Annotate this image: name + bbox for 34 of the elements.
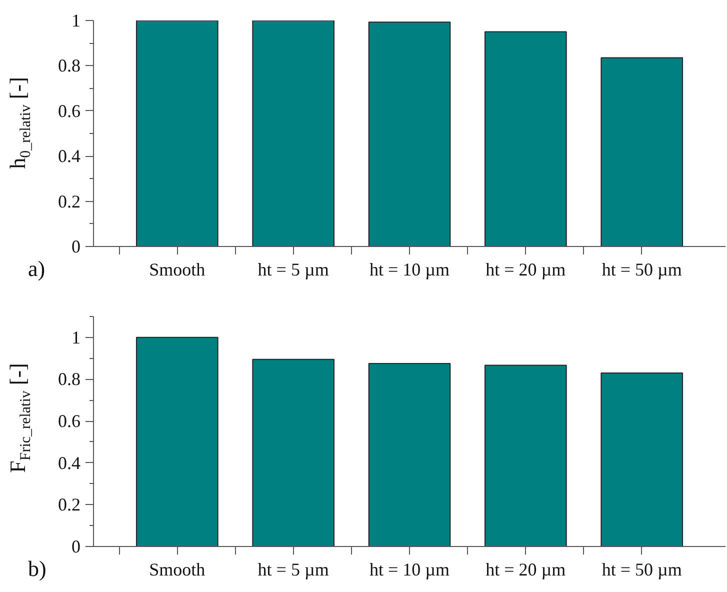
bar [368, 363, 451, 546]
text: b) [28, 556, 46, 581]
y-tick-label: 0.8 [58, 369, 80, 390]
y-tick-label: 0 [72, 536, 80, 556]
y-tick-label: 0.4 [58, 452, 80, 473]
bar [484, 31, 567, 246]
x-tick-label: ht = 10 µm [369, 260, 450, 280]
y-tick-label: 0.2 [58, 494, 80, 515]
x-tick-label: ht = 50 µm [602, 560, 682, 580]
bar [252, 358, 334, 546]
x-tick-label: ht = 10 µm [369, 560, 450, 580]
y-tick-label: 0.2 [58, 191, 80, 212]
x-tick-label: Smooth [149, 560, 206, 580]
y-tick-label: 0.6 [58, 411, 80, 432]
y-tick-label: 1 [72, 327, 80, 348]
y-tick-label: 0.4 [58, 146, 80, 166]
x-tick-label: ht = 20 µm [486, 560, 566, 580]
x-tick-label: ht = 20 µm [486, 260, 566, 280]
y-tick-label: 0 [72, 236, 80, 256]
bar [368, 22, 451, 246]
x-tick-label: ht = 5 µm [258, 260, 329, 280]
bar [252, 20, 334, 246]
y-tick-label: 0.8 [58, 56, 80, 76]
bar [600, 372, 684, 546]
bar [136, 20, 218, 246]
x-tick-label: ht = 50 µm [602, 260, 682, 280]
y-tick-label: 0.6 [58, 100, 80, 121]
bar [136, 336, 218, 546]
text: a) [28, 256, 46, 281]
bar [484, 364, 567, 546]
y-tick-label: 1 [72, 10, 80, 30]
x-tick-label: ht = 5 µm [258, 560, 329, 580]
x-tick-label: Smooth [149, 260, 206, 280]
bar [600, 57, 684, 246]
